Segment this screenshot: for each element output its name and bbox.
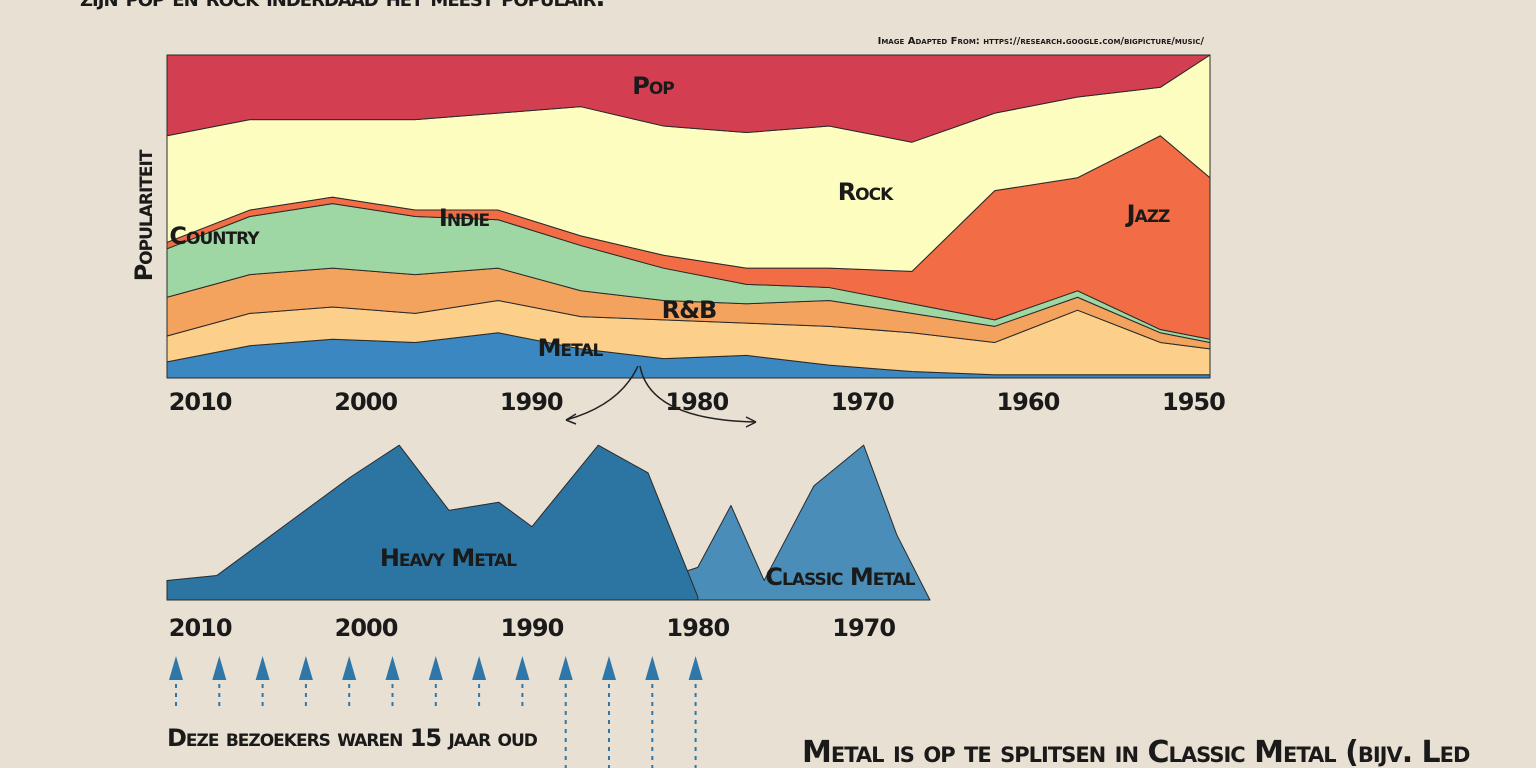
area [166,444,699,601]
arrowhead [212,656,227,680]
arrowhead [255,656,270,680]
arrowhead [472,656,487,680]
area-label: Indie [439,204,490,232]
y-axis-label: Populariteit [130,149,158,281]
footer-left: Deze bezoekers waren 15 jaar oud [167,724,538,752]
arrowhead [515,656,530,680]
chart-bottom: 2010 2000 1990 1980 1970 [166,444,931,642]
area-label: Rock [838,178,894,206]
x-tick-label: 2000 [335,614,398,642]
area [166,54,1211,143]
connector-arrows [565,365,757,428]
x-tick-label: 1970 [831,388,894,416]
x-tick-label: 1990 [500,388,563,416]
arrow [639,365,757,423]
arrowhead [645,656,660,680]
x-tick-label: 1980 [666,614,729,642]
area-label: Metal [538,334,604,362]
header: zijn pop en rock inderdaad het meest pop… [80,0,604,13]
x-tick-label: 2010 [169,614,232,642]
x-tick-label: 1950 [1162,388,1225,416]
x-tick-label: 1990 [501,614,564,642]
x-tick-label: 1960 [996,388,1059,416]
x-tick-label: 2000 [334,388,397,416]
area-label: R&B [662,296,717,324]
x-tick-label: 1980 [665,388,728,416]
arrowhead [169,656,183,680]
footer-right: Metal is op te splitsen in Classic Metal… [802,735,1470,768]
area-label: Jazz [1125,200,1170,228]
series-labels: Pop Rock Jazz Indie Country R&B Metal He… [169,72,1171,591]
arrowhead [342,656,357,680]
arrowhead [565,413,577,425]
x-tick-label: 2010 [169,388,232,416]
arrow [565,365,639,421]
x-tick-label: 1970 [832,614,895,642]
arrowhead [385,656,400,680]
arrowhead [745,416,757,428]
source: Image Adapted From: https://research.goo… [878,36,1205,47]
area-label: Heavy Metal [380,544,517,572]
arrowhead [428,656,443,680]
arrowhead [558,656,573,680]
area-label: Pop [632,72,674,100]
chart-top: 2010 2000 1990 1980 1970 1960 1950 [166,54,1226,416]
visitor-arrows [169,656,703,768]
area-label: Classic Metal [765,563,915,591]
arrowhead [688,656,703,680]
arrowhead [298,656,313,680]
area-label: Country [169,222,260,250]
arrowhead [602,656,616,680]
